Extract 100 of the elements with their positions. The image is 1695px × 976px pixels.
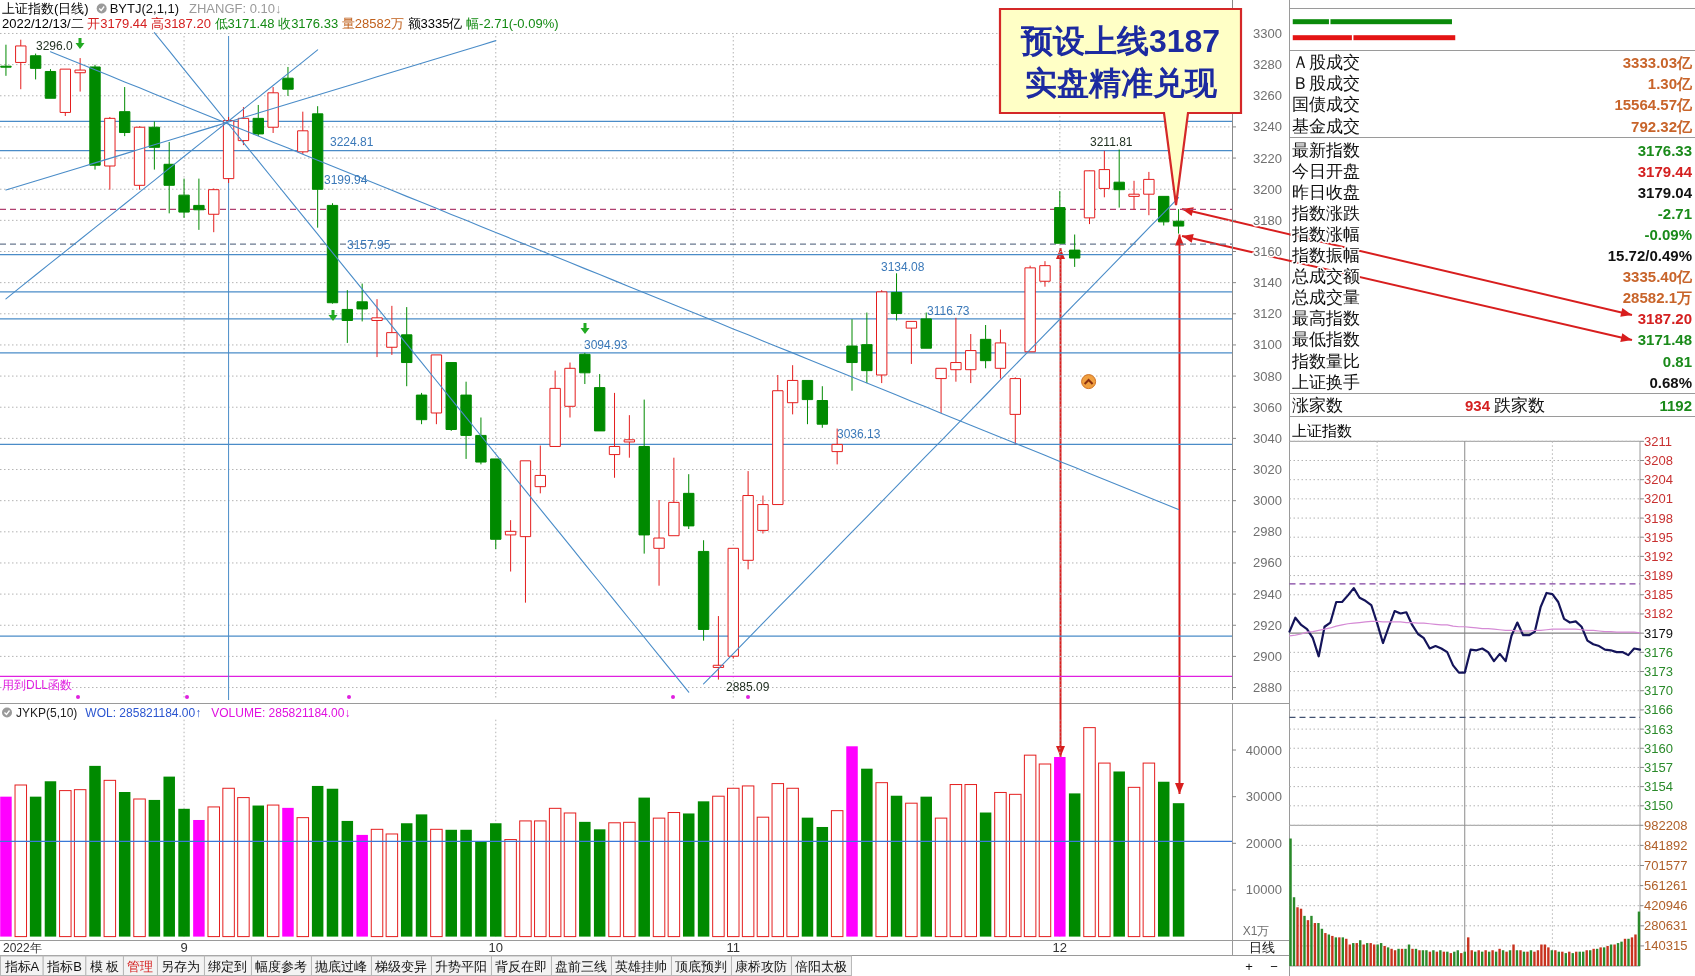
text: 3171.48 [1637,331,1692,349]
text: 0.68% [1649,373,1692,391]
y-tick-label: 3040 [1253,430,1282,446]
y-tick-label: 701577 [1644,858,1688,873]
y-tick-label: 2940 [1253,586,1282,602]
y-axis-title: X1万 [1242,924,1270,938]
y-tick-label: 3170 [1644,683,1673,699]
text: 934 [1464,396,1490,414]
text: 3176.33 [1637,141,1692,159]
category-label: 昨日收盘 [1292,182,1360,202]
y-tick-label: 3260 [1253,88,1282,104]
y-tick-label: 3060 [1253,399,1282,415]
annotation: 2885.09 [726,680,770,694]
y-tick-label: 3150 [1644,798,1673,814]
category-label: 基金成交 [1292,116,1360,136]
text: 3187.20 [1637,310,1692,328]
category-label: 另存为 [161,958,201,974]
category-label: Ｂ股成交 [1292,74,1360,94]
category-label: 顶底预判 [675,958,728,974]
x-tick-label: 11 [726,940,741,955]
category-label: 抛底过峰 [315,958,368,974]
text: 3179.04 [1637,183,1692,201]
y-tick-label: 3201 [1644,491,1673,507]
category-label: 上证换手 [1292,372,1360,392]
text: 3335.40亿 [1622,268,1692,286]
y-tick-label: 3000 [1253,493,1282,509]
x-tick-label: 12 [1052,940,1068,955]
y-tick-label: 20000 [1245,835,1282,851]
chart-title: 上证指数 [1291,422,1352,439]
y-tick-label: 3160 [1644,740,1673,756]
category-label: 指数量比 [1291,351,1360,371]
y-tick-label: 40000 [1245,742,1282,758]
text: 2022/12/13/二 开3179.44 高3187.20 低3171.48 收3176.33 量28582万 额3335亿 幅-2.71(-0.09%) [2,16,559,31]
y-tick-label: 3020 [1253,462,1282,478]
y-tick-label: 2880 [1253,680,1282,696]
text: 3179.44 [1637,162,1692,180]
annotation: BYTJ(2,1,1) [109,1,180,16]
category-label: Ａ股成交 [1292,53,1360,73]
y-tick-label: 2960 [1253,555,1282,571]
y-tick-label: 3080 [1253,368,1282,384]
chart-title: 上证指数(日线) [2,1,89,16]
text: 2022年 [3,941,42,955]
y-tick-label: 3154 [1644,779,1673,795]
annotation: 3296.0 [36,39,74,53]
text: 28582.1万 [1622,289,1692,307]
category-label: 最高指数 [1292,309,1360,329]
y-tick-label: 3240 [1253,119,1282,135]
category-label: 英雄挂帅 [615,958,668,974]
text: − [1270,959,1278,974]
y-tick-label: 3300 [1253,25,1282,41]
annotation: VOLUME: 285821184.00↓ [211,706,351,720]
y-tick-label: 2920 [1253,617,1282,633]
y-tick-label: 3120 [1253,306,1282,322]
category-label: 国债成交 [1292,95,1360,115]
y-tick-label: 561261 [1644,878,1688,894]
y-tick-label: 3140 [1253,275,1282,291]
y-tick-label: 3173 [1644,664,1673,680]
annotation: 3094.93 [584,338,628,352]
y-tick-label: 3157 [1644,759,1673,775]
category-label: 涨家数 [1292,395,1343,415]
text: -0.09% [1644,225,1692,243]
text: 预设上线3187 [1019,23,1221,59]
y-tick-label: 3192 [1644,548,1673,564]
y-tick-label: 3189 [1644,568,1673,584]
annotation: 3116.73 [927,304,970,318]
annotation: 3134.08 [881,260,925,274]
y-tick-label: 3176 [1644,644,1673,660]
category-label: 指标B [46,958,82,974]
y-tick-label: 3204 [1644,472,1673,488]
x-tick-label: 9 [180,940,188,955]
y-tick-label: 3179 [1644,625,1673,641]
y-tick-label: 3166 [1644,702,1673,718]
y-tick-label: 3100 [1253,337,1282,353]
y-tick-label: 2980 [1253,524,1282,540]
category-label: 最低指数 [1292,330,1360,350]
text: 1192 [1659,396,1692,414]
category-label: 最新指数 [1292,140,1360,160]
category-label: 幅度参考 [255,958,308,974]
x-tick-label: 10 [488,940,503,955]
text: 3333.03亿 [1622,54,1692,72]
y-tick-label: 420946 [1644,898,1688,914]
y-tick-label: 3163 [1644,721,1673,737]
category-label: 梯级变异 [374,958,428,974]
annotation: 3157.95 [347,238,391,252]
y-tick-label: 3180 [1253,212,1282,228]
category-label: 指数振幅 [1291,246,1360,265]
category-label: 指数涨跌 [1291,203,1360,223]
text: 15.72/0.49% [1607,247,1692,264]
y-tick-label: 3211 [1644,433,1672,449]
category-label: 背反在即 [495,958,548,974]
category-label: 升势平阳 [435,958,488,974]
text: 1.30亿 [1647,75,1692,93]
category-label: 跌家数 [1494,395,1545,415]
y-tick-label: 982208 [1644,817,1688,833]
y-tick-label: 3195 [1644,529,1673,545]
text: 实盘精准兑现 [1024,65,1218,101]
annotation: WOL: 285821184.00↑ [85,706,202,720]
category-label: 今日开盘 [1292,161,1360,181]
annotation: ZHANGF: 0.10↓ [189,1,282,16]
y-tick-label: 140315 [1644,938,1688,954]
